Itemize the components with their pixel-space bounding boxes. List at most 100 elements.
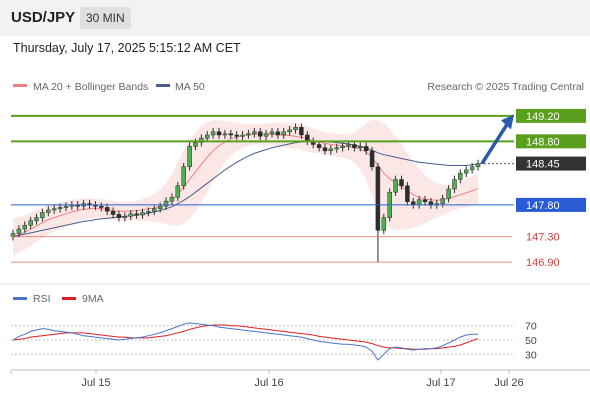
rsi-ma-legend-label: 9MA xyxy=(82,293,104,305)
candle xyxy=(51,204,57,214)
candle xyxy=(375,162,381,263)
candle xyxy=(287,126,292,136)
candle xyxy=(234,131,239,141)
rsi-tick-label: 70 xyxy=(525,321,537,333)
timestamp: Thursday, July 17, 2025 5:15:12 AM CET xyxy=(13,41,241,55)
rsi-legend-label: RSI xyxy=(33,293,51,305)
forecast-arrow-shaft xyxy=(480,123,509,165)
rsi-legend-swatch xyxy=(13,297,27,300)
resistance-label: 148.80 xyxy=(526,136,560,148)
candle xyxy=(340,142,345,152)
watermark: Research © 2025 Trading Central xyxy=(427,81,584,93)
rsi-line xyxy=(12,322,478,361)
rsi-panel: 70 50 30 xyxy=(11,321,537,361)
candle xyxy=(446,185,451,203)
candle xyxy=(252,127,257,138)
candle xyxy=(34,213,39,225)
candle xyxy=(334,143,339,153)
support-label: 147.30 xyxy=(526,232,560,244)
pivot-label-box xyxy=(516,197,586,212)
rsi-ma-line xyxy=(12,324,479,350)
candle xyxy=(104,203,110,216)
pivot-label: 147.80 xyxy=(526,200,560,212)
forecast-arrow-head xyxy=(501,114,514,130)
candle xyxy=(352,140,357,152)
candle xyxy=(322,143,328,155)
candle xyxy=(169,193,175,205)
candle xyxy=(128,209,133,221)
candle xyxy=(134,209,139,219)
price-panel xyxy=(10,119,481,263)
candle xyxy=(246,129,251,139)
candle xyxy=(316,140,322,152)
candle xyxy=(146,207,151,217)
level-146-90: 146.90 xyxy=(11,257,560,269)
candle xyxy=(110,207,116,219)
candle xyxy=(269,127,275,138)
x-axis: Jul 15 Jul 16 Jul 17 Jul 26 xyxy=(10,370,524,389)
candle xyxy=(16,225,22,238)
candle xyxy=(469,162,475,174)
levels-layer: 149.20 148.80 148.45 147.80 147.30 146.90 xyxy=(11,108,586,269)
candle xyxy=(187,142,192,171)
candle xyxy=(46,206,51,217)
candle xyxy=(216,127,222,139)
candle xyxy=(275,127,281,139)
candle xyxy=(28,216,33,230)
candle xyxy=(181,162,186,190)
level-149-20: 149.20 xyxy=(11,108,586,123)
rsi-tick-label: 30 xyxy=(525,349,537,361)
level-147-30: 147.30 xyxy=(11,232,560,244)
candle xyxy=(152,204,157,216)
candle xyxy=(299,123,304,139)
candle xyxy=(22,221,28,233)
ma50-legend-swatch xyxy=(156,84,170,87)
rsi-tick-label: 50 xyxy=(525,335,537,347)
candle xyxy=(257,127,263,141)
candle xyxy=(99,202,104,212)
level-148-45: 148.45 xyxy=(480,156,586,171)
candle xyxy=(452,175,457,193)
candle xyxy=(204,131,210,142)
level-148-80: 148.80 xyxy=(11,134,586,149)
candle xyxy=(458,169,463,184)
candle xyxy=(381,213,387,235)
last-price-label: 148.45 xyxy=(526,159,560,171)
candle xyxy=(228,129,234,139)
candle xyxy=(263,129,269,141)
candle xyxy=(293,123,298,134)
bollinger-band xyxy=(13,119,478,256)
candle xyxy=(40,208,45,222)
candle xyxy=(328,145,334,155)
chart-header: USD/JPY 30 MIN xyxy=(0,0,590,36)
timeframe-badge[interactable]: 30 MIN xyxy=(80,7,131,29)
level-147-80: 147.80 xyxy=(11,197,586,212)
candle xyxy=(175,182,181,202)
candle xyxy=(399,175,404,190)
candle xyxy=(475,159,481,171)
candle xyxy=(393,175,398,196)
ma50-line xyxy=(12,140,479,238)
ma50-legend-label: MA 50 xyxy=(175,81,205,93)
resistance-label-box xyxy=(516,134,586,149)
candle xyxy=(163,197,169,210)
candle xyxy=(405,182,410,206)
candle xyxy=(358,142,363,152)
ma20-legend-label: MA 20 + Bollinger Bands xyxy=(33,81,148,93)
rsi-ma-legend-swatch xyxy=(62,297,76,300)
candle xyxy=(157,202,163,213)
candle xyxy=(122,212,128,222)
x-tick-label: Jul 26 xyxy=(494,377,523,389)
last-price-box xyxy=(516,156,586,171)
candle xyxy=(140,208,145,219)
candle xyxy=(422,195,428,206)
candle xyxy=(210,127,216,139)
candle xyxy=(281,127,287,139)
x-tick-label: Jul 16 xyxy=(254,377,283,389)
x-tick-label: Jul 15 xyxy=(81,377,110,389)
symbol-title: USD/JPY xyxy=(11,9,76,26)
ma20-legend-swatch xyxy=(13,84,27,87)
candle xyxy=(222,129,228,139)
